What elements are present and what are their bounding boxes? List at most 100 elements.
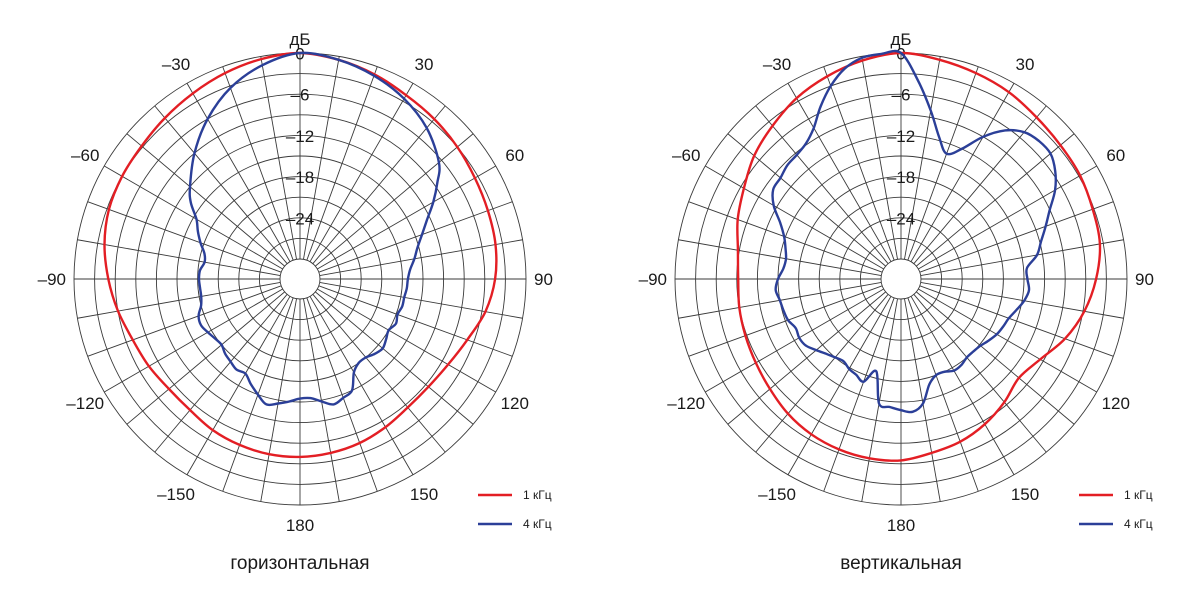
legend-label: 1 кГц	[1124, 488, 1153, 502]
angle-tick-label: 180	[286, 516, 314, 535]
radial-tick-label: –24	[887, 209, 915, 228]
grid-spoke	[705, 165, 884, 270]
radial-tick-label: –12	[286, 127, 314, 146]
grid-spoke	[318, 201, 513, 273]
grid-spoke	[317, 288, 496, 393]
grid-spoke	[727, 291, 886, 425]
unit-label: дБ	[289, 30, 310, 49]
grid-spoke	[910, 83, 1015, 262]
angle-tick-label: 90	[1135, 270, 1154, 289]
grid-spoke	[222, 66, 294, 261]
angle-tick-label: 180	[887, 516, 915, 535]
grid-spoke	[260, 298, 297, 502]
grid-spoke	[861, 298, 898, 502]
grid-spoke	[904, 298, 941, 502]
grid-spoke	[705, 288, 884, 393]
grid-spoke	[823, 66, 895, 261]
unit-label: дБ	[890, 30, 911, 49]
grid-spoke	[312, 294, 446, 453]
grid-spoke	[688, 285, 883, 357]
grid-spoke	[312, 105, 446, 264]
grid-spoke	[916, 133, 1075, 267]
radial-tick-label: –12	[887, 127, 915, 146]
grid-spoke	[315, 133, 474, 267]
grid-spoke	[913, 105, 1047, 264]
series-line-1khz	[736, 51, 1102, 462]
grid-spoke	[306, 297, 378, 492]
angle-tick-label: –60	[672, 146, 700, 165]
grid-spoke	[688, 201, 883, 273]
chart-caption: вертикальная	[840, 553, 962, 574]
angle-tick-label: 30	[415, 55, 434, 74]
grid-spoke	[309, 83, 414, 262]
angle-tick-label: –150	[157, 485, 195, 504]
angle-tick-label: –90	[38, 270, 66, 289]
grid-spoke	[755, 294, 889, 453]
angle-tick-label: 90	[534, 270, 553, 289]
angle-tick-label: 150	[410, 485, 438, 504]
series-line-4khz	[188, 51, 441, 407]
inner-ring	[880, 258, 922, 300]
grid-spoke	[186, 296, 291, 475]
angle-tick-label: –30	[162, 55, 190, 74]
grid-spoke	[104, 165, 283, 270]
grid-spoke	[787, 83, 892, 262]
grid-spoke	[309, 296, 414, 475]
grid-spoke	[87, 201, 282, 273]
polar-grid	[73, 52, 527, 506]
grid-spoke	[920, 239, 1124, 276]
grid-spoke	[315, 291, 474, 425]
grid-spoke	[303, 56, 340, 260]
radial-tick-label: –18	[286, 168, 314, 187]
grid-spoke	[918, 288, 1097, 393]
radial-tick-label: –24	[286, 209, 314, 228]
polar-chart-horizontal: дБ306090120150180–150–120–90–60–300–6–12…	[38, 30, 553, 574]
grid-spoke	[861, 56, 898, 260]
angle-tick-label: –60	[71, 146, 99, 165]
angle-tick-label: –120	[667, 394, 705, 413]
grid-spoke	[919, 201, 1114, 273]
grid-spoke	[260, 56, 297, 260]
angle-tick-label: 60	[505, 146, 524, 165]
grid-spoke	[306, 66, 378, 261]
grid-spoke	[77, 239, 281, 276]
grid-spoke	[787, 296, 892, 475]
angle-tick-label: 60	[1106, 146, 1125, 165]
angle-tick-label: 120	[501, 394, 529, 413]
grid-spoke	[907, 297, 979, 492]
grid-spoke	[126, 291, 285, 425]
radial-tick-label: –6	[291, 86, 310, 105]
series-line-1khz	[103, 51, 498, 459]
series-line-4khz	[771, 49, 1057, 414]
grid-spoke	[104, 288, 283, 393]
grid-spoke	[126, 133, 285, 267]
grid-spoke	[919, 285, 1114, 357]
grid-spoke	[823, 297, 895, 492]
angle-tick-label: 30	[1016, 55, 1035, 74]
polar-grid	[674, 52, 1128, 506]
legend-label: 4 кГц	[523, 517, 552, 531]
grid-spoke	[317, 165, 496, 270]
grid-spoke	[678, 239, 882, 276]
grid-spoke	[920, 282, 1124, 319]
legend-label: 4 кГц	[1124, 517, 1153, 531]
grid-spoke	[87, 285, 282, 357]
angle-tick-label: –120	[66, 394, 104, 413]
radial-tick-label: –6	[892, 86, 911, 105]
angle-tick-label: –150	[758, 485, 796, 504]
grid-spoke	[303, 298, 340, 502]
angle-tick-label: –90	[639, 270, 667, 289]
angle-tick-label: –30	[763, 55, 791, 74]
grid-spoke	[186, 83, 291, 262]
grid-spoke	[319, 239, 523, 276]
grid-spoke	[77, 282, 281, 319]
grid-spoke	[319, 282, 523, 319]
grid-spoke	[907, 66, 979, 261]
grid-spoke	[913, 294, 1047, 453]
grid-spoke	[916, 291, 1075, 425]
grid-spoke	[727, 133, 886, 267]
grid-spoke	[918, 165, 1097, 270]
radial-tick-label: –18	[887, 168, 915, 187]
legend-label: 1 кГц	[523, 488, 552, 502]
